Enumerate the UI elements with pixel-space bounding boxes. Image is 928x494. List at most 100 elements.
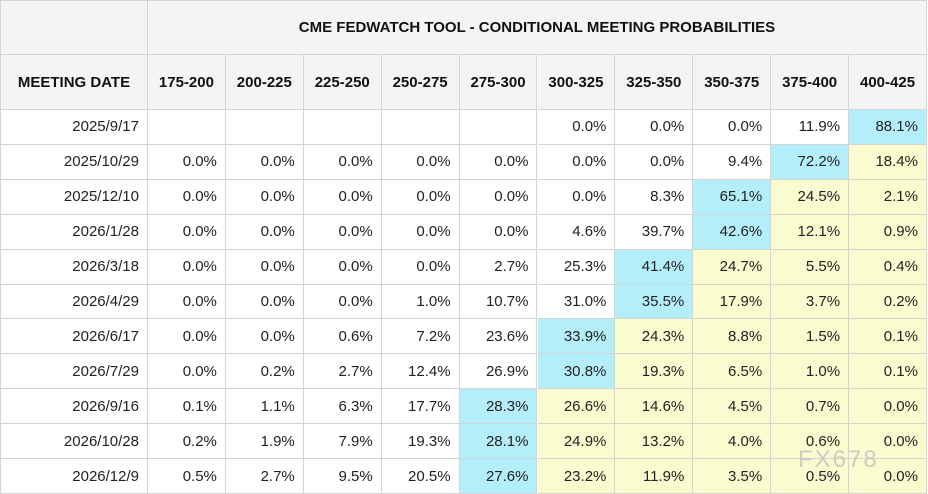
- meeting-date: 2026/12/9: [0, 459, 148, 494]
- column-header: 375-400: [771, 55, 850, 110]
- probability-cell: 30.8%: [537, 354, 616, 390]
- probability-cell: 0.0%: [303, 284, 382, 320]
- probability-cell: 0.0%: [225, 249, 304, 285]
- meeting-date: 2026/4/29: [0, 284, 148, 320]
- probability-cell: 0.0%: [303, 179, 382, 215]
- probability-cell: 42.6%: [693, 214, 772, 250]
- probability-cell: 0.5%: [771, 459, 850, 494]
- probability-cell: 41.4%: [615, 249, 694, 285]
- probability-cell: 17.9%: [693, 284, 772, 320]
- probability-cell: 0.0%: [849, 459, 927, 494]
- probability-cell: 0.0%: [148, 354, 226, 390]
- probability-cell: 0.0%: [849, 424, 927, 460]
- probability-cell: 0.0%: [148, 249, 226, 285]
- probability-cell: 11.9%: [771, 110, 850, 145]
- probability-cell: 24.9%: [537, 424, 616, 460]
- probability-cell: [381, 110, 460, 145]
- meeting-date: 2025/10/29: [0, 144, 148, 180]
- column-header: 275-300: [459, 55, 538, 110]
- meeting-date: 2026/9/16: [0, 389, 148, 425]
- probability-cell: 2.7%: [303, 354, 382, 390]
- meeting-date: 2026/7/29: [0, 354, 148, 390]
- probability-cell: [459, 110, 538, 145]
- probability-cell: 0.6%: [771, 424, 850, 460]
- column-header: 225-250: [303, 55, 382, 110]
- probability-cell: 0.0%: [537, 144, 616, 180]
- probability-cell: 0.6%: [303, 319, 382, 355]
- column-header: 175-200: [148, 55, 226, 110]
- column-header: 200-225: [225, 55, 304, 110]
- probability-cell: 26.9%: [459, 354, 538, 390]
- probability-cell: 0.2%: [849, 284, 927, 320]
- probability-cell: 2.1%: [849, 179, 927, 215]
- probability-cell: 1.5%: [771, 319, 850, 355]
- probability-cell: 5.5%: [771, 249, 850, 285]
- meeting-date: 2026/10/28: [0, 424, 148, 460]
- probability-cell: 20.5%: [381, 459, 460, 494]
- probability-cell: 19.3%: [381, 424, 460, 460]
- probability-cell: 14.6%: [615, 389, 694, 425]
- probability-cell: 65.1%: [693, 179, 772, 215]
- probability-cell: 3.5%: [693, 459, 772, 494]
- probability-cell: 0.0%: [225, 179, 304, 215]
- probability-cell: 0.5%: [148, 459, 226, 494]
- probability-cell: 19.3%: [615, 354, 694, 390]
- probability-cell: 3.7%: [771, 284, 850, 320]
- probability-cell: 0.0%: [849, 389, 927, 425]
- probability-cell: 26.6%: [537, 389, 616, 425]
- probability-cell: 0.0%: [459, 214, 538, 250]
- probability-cell: 0.0%: [381, 144, 460, 180]
- probability-cell: 0.0%: [537, 179, 616, 215]
- probability-cell: 2.7%: [225, 459, 304, 494]
- probability-cell: 6.3%: [303, 389, 382, 425]
- probability-cell: 0.1%: [849, 319, 927, 355]
- probability-cell: 0.0%: [225, 144, 304, 180]
- probability-cell: 11.9%: [615, 459, 694, 494]
- probability-cell: 1.9%: [225, 424, 304, 460]
- probability-cell: 25.3%: [537, 249, 616, 285]
- probability-cell: 9.4%: [693, 144, 772, 180]
- probability-cell: 0.0%: [225, 319, 304, 355]
- probability-cell: 28.1%: [459, 424, 538, 460]
- probability-cell: 0.7%: [771, 389, 850, 425]
- column-header: 400-425: [849, 55, 927, 110]
- probability-cell: 0.0%: [303, 214, 382, 250]
- probability-cell: 0.0%: [148, 214, 226, 250]
- watermark: FX678: [798, 446, 879, 473]
- probability-cell: [303, 110, 382, 145]
- probability-cell: 12.4%: [381, 354, 460, 390]
- table-title: CME FEDWATCH TOOL - CONDITIONAL MEETING …: [148, 0, 927, 55]
- probability-cell: 6.5%: [693, 354, 772, 390]
- probability-cell: 0.0%: [381, 249, 460, 285]
- probability-cell: 0.0%: [459, 179, 538, 215]
- probability-cell: 0.0%: [459, 144, 538, 180]
- probability-cell: 0.0%: [225, 284, 304, 320]
- probability-cell: 0.0%: [615, 144, 694, 180]
- column-header: 325-350: [615, 55, 694, 110]
- probability-cell: 0.4%: [849, 249, 927, 285]
- probability-cell: 35.5%: [615, 284, 694, 320]
- probability-cell: 4.6%: [537, 214, 616, 250]
- probability-cell: 33.9%: [537, 319, 616, 355]
- meeting-date: 2026/1/28: [0, 214, 148, 250]
- probability-cell: 7.9%: [303, 424, 382, 460]
- probability-cell: 23.2%: [537, 459, 616, 494]
- probability-cell: 17.7%: [381, 389, 460, 425]
- corner-cell: [0, 0, 148, 55]
- probability-cell: 0.0%: [381, 214, 460, 250]
- probability-cell: 0.0%: [303, 144, 382, 180]
- probability-cell: 0.0%: [148, 319, 226, 355]
- probability-cell: 23.6%: [459, 319, 538, 355]
- probability-cell: 0.0%: [693, 110, 772, 145]
- probability-cell: 12.1%: [771, 214, 850, 250]
- probability-cell: 1.0%: [381, 284, 460, 320]
- probability-cell: 0.0%: [615, 110, 694, 145]
- probability-cell: 8.3%: [615, 179, 694, 215]
- probability-cell: [225, 110, 304, 145]
- probability-cell: 0.1%: [849, 354, 927, 390]
- probability-cell: 88.1%: [849, 110, 927, 145]
- probability-cell: 9.5%: [303, 459, 382, 494]
- probability-cell: 13.2%: [615, 424, 694, 460]
- probability-cell: 1.1%: [225, 389, 304, 425]
